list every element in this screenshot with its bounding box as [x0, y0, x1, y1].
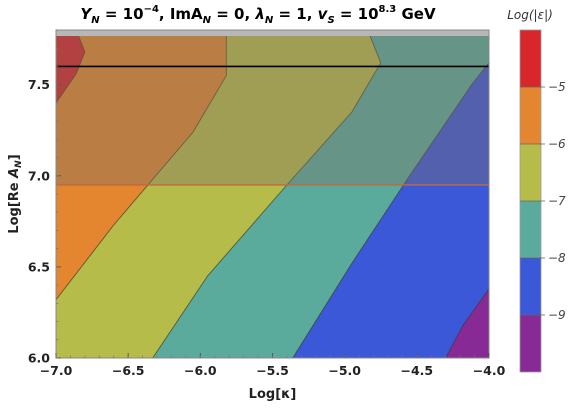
colorbar-tick-label: −9 — [548, 308, 566, 322]
x-tick-label: −5.5 — [256, 363, 289, 378]
contour-line--6 — [56, 30, 227, 300]
colorbar-tick-label: −6 — [548, 137, 566, 151]
y-tick-label: 7.0 — [28, 168, 50, 183]
x-tick-label: −6.0 — [184, 363, 217, 378]
overlays — [56, 30, 489, 186]
region-level-5 — [56, 30, 85, 358]
contour-regions — [56, 30, 489, 358]
y-axis-label: Log[Re AN] — [7, 154, 24, 233]
excluded-band — [56, 30, 489, 185]
colorbar-swatch — [520, 87, 541, 144]
y-tick-label: 6.0 — [28, 351, 50, 366]
colorbar-swatch — [520, 144, 541, 201]
colorbar-swatch — [520, 30, 541, 87]
contour-line--5 — [56, 30, 86, 104]
y-tick-label: 6.5 — [28, 259, 50, 274]
x-tick-label: −5.0 — [328, 363, 361, 378]
colorbar-swatch — [520, 315, 541, 372]
chart-title: YN = 10−4, ImAN = 0, λN = 1, vS = 108.3 … — [80, 4, 436, 26]
x-tick-label: −4.5 — [401, 363, 434, 378]
colorbar: −9 −8 −7 −6 −5 — [519, 29, 566, 373]
contour-line--8 — [292, 62, 489, 358]
x-tick-label: −7.0 — [40, 363, 73, 378]
contour-lines — [56, 30, 489, 358]
region-level-4 — [56, 30, 227, 358]
x-tick-label: −4.0 — [473, 363, 506, 378]
contour-line--7 — [152, 30, 382, 358]
colorbar-tick-label: −7 — [548, 194, 566, 208]
colorbar-tick-label: −5 — [548, 80, 566, 94]
y-tick-label: 7.5 — [28, 77, 50, 92]
colorbar-swatch — [520, 201, 541, 258]
axes: −7.0 −6.5 −6.0 −5.5 −5.0 −4.5 −4.0 6.0 6.5 7.0 7.5 — [28, 29, 506, 378]
colorbar-swatch — [520, 258, 541, 315]
x-tick-label: −6.5 — [112, 363, 145, 378]
contour-line--9 — [445, 288, 489, 358]
x-axis-label: Log[κ] — [249, 387, 297, 402]
top-gray-band — [56, 30, 489, 36]
colorbar-title: Log(|ε|) — [507, 8, 553, 22]
colorbar-tick-label: −8 — [548, 251, 566, 265]
